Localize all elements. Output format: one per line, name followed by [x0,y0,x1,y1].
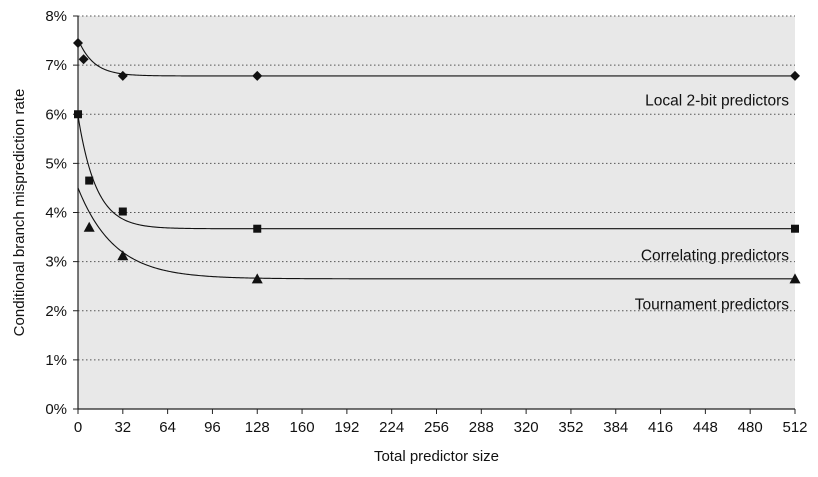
x-axis-title: Total predictor size [374,448,499,465]
y-tick-label: 0% [45,401,67,418]
x-tick-label: 0 [74,419,82,436]
y-axis-title: Conditional branch misprediction rate [11,89,28,337]
y-axis-ticks: 0% 1% 2% 3% 4% 5% 6% 7% 8% [45,8,78,418]
series-markers [73,38,801,284]
series-line-1 [77,38,795,77]
y-tick-label: 1% [45,352,67,369]
series-label-2: Correlating predictors [641,248,789,265]
triangle-marker [83,221,95,232]
x-tick-label: 128 [245,419,270,436]
square-marker [253,224,262,233]
square-marker [85,176,94,185]
diamond-marker [252,70,263,81]
diamond-marker [78,54,89,65]
square-marker [791,224,799,233]
y-tick-label: 4% [45,205,67,222]
y-tick-label: 3% [45,254,67,271]
series-line-2 [77,115,795,230]
y-tick-label: 7% [45,57,67,74]
x-tick-label: 416 [648,419,673,436]
diamond-marker [117,70,128,81]
triangle-marker [117,250,129,261]
series-label-1: Local 2-bit predictors [645,92,789,109]
series-line-3 [77,187,795,280]
diamond-marker [790,70,800,81]
x-tick-label: 32 [114,419,131,436]
y-tick-label: 2% [45,303,67,320]
square-marker [74,110,82,119]
x-tick-label: 448 [693,419,718,436]
y-tick-label: 6% [45,106,67,123]
x-axis-ticks: 0 32 64 96 128 160 192 224 256 288 320 352 384 416 448… [74,409,808,436]
y-tick-label: 5% [45,155,67,172]
x-tick-label: 160 [290,419,315,436]
series-curves [77,38,795,280]
diamond-marker [73,38,83,49]
triangle-marker [789,273,801,284]
x-tick-label: 192 [334,419,359,436]
gridlines [78,15,795,361]
x-tick-label: 352 [558,419,583,436]
x-tick-label: 512 [782,419,807,436]
x-tick-label: 256 [424,419,449,436]
x-tick-label: 320 [514,419,539,436]
x-tick-label: 288 [469,419,494,436]
square-marker [118,207,127,216]
x-tick-label: 96 [204,419,221,436]
x-tick-label: 64 [159,419,176,436]
series-label-3: Tournament predictors [635,296,789,313]
x-tick-label: 480 [738,419,763,436]
series-labels: Local 2-bit predictors Correlating predic… [635,92,789,313]
x-tick-label: 384 [603,419,628,436]
x-tick-label: 224 [379,419,404,436]
y-tick-label: 8% [45,8,67,25]
triangle-marker [251,273,263,284]
